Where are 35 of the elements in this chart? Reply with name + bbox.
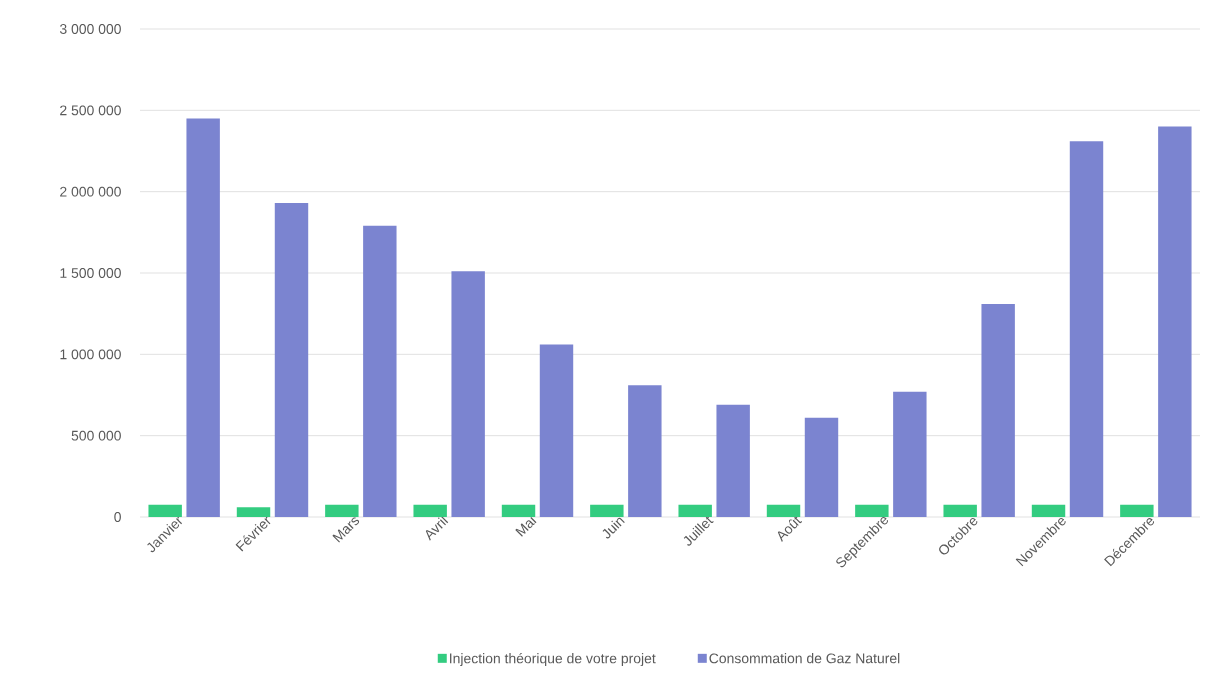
bar: [236, 507, 271, 517]
bar: [501, 504, 536, 517]
y-tick-label: 1 000 000: [60, 349, 121, 360]
bar: [1120, 504, 1154, 517]
y-tick-label: 3 000 000: [59, 24, 121, 34]
bar: [943, 504, 977, 517]
bar: [1031, 504, 1066, 517]
bar: [325, 504, 359, 517]
bar: [678, 504, 712, 517]
y-tick-label: 2 500 000: [60, 105, 121, 116]
y-tick-label: 1 500 000: [60, 268, 121, 278]
x-tick-label: Mai: [515, 515, 537, 537]
bar: [148, 504, 182, 517]
y-tick-label: 500 000: [71, 430, 121, 441]
bar: [274, 203, 309, 517]
bar: [628, 385, 662, 517]
bar: [716, 404, 750, 517]
y-tick-label: 2 000 000: [60, 186, 121, 197]
bar: [451, 271, 485, 517]
bar: [893, 391, 927, 517]
bar: [1069, 141, 1104, 517]
x-tick-label: Juin: [602, 517, 625, 539]
legend-label: Injection théorique de votre projet: [450, 652, 656, 667]
bar: [981, 303, 1015, 517]
bar: [1158, 126, 1192, 517]
bar: [413, 504, 447, 517]
bar: [363, 225, 397, 517]
bar: [855, 504, 889, 517]
bar: [539, 344, 574, 517]
bar: [804, 417, 839, 517]
bar: [766, 504, 801, 517]
legend-label: Consommation de Gaz Naturel: [709, 653, 900, 664]
bar: [590, 504, 624, 517]
y-tick-label: 0: [114, 512, 121, 522]
bar: [186, 118, 220, 517]
